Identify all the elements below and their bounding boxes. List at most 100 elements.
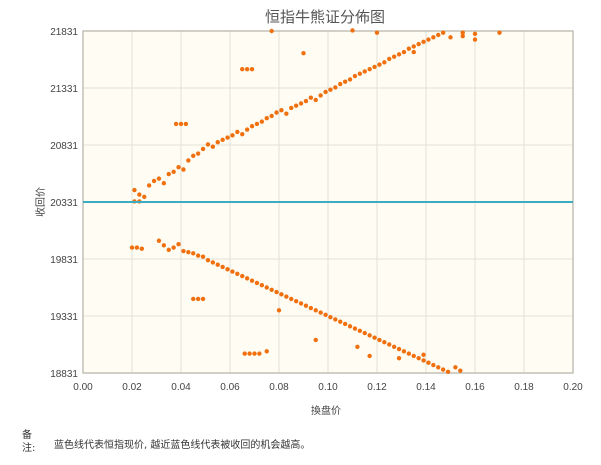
data-point xyxy=(293,103,299,108)
x-tick-label: 0.18 xyxy=(514,382,534,393)
data-point xyxy=(230,269,235,274)
data-point xyxy=(235,129,240,135)
data-point xyxy=(338,81,343,87)
data-point xyxy=(242,351,247,356)
data-point xyxy=(205,142,211,147)
data-point xyxy=(338,319,343,324)
data-point xyxy=(166,247,171,253)
data-point xyxy=(342,79,348,84)
y-tick-labels: 18831 19331 19831 20331 20831 21331 21831 xyxy=(50,27,78,380)
data-point xyxy=(411,49,416,55)
x-tick-label: 0.20 xyxy=(563,382,583,393)
data-point xyxy=(240,131,245,137)
data-point xyxy=(210,260,216,265)
data-point xyxy=(293,298,299,304)
data-point xyxy=(421,358,426,363)
data-point xyxy=(220,137,225,143)
data-point xyxy=(249,278,255,283)
data-point xyxy=(406,351,412,356)
data-point xyxy=(426,37,431,42)
data-point xyxy=(298,101,304,106)
data-point xyxy=(303,98,309,104)
data-point xyxy=(252,351,257,356)
scatter-points xyxy=(129,28,502,375)
data-point xyxy=(298,301,304,306)
data-point xyxy=(416,41,421,47)
data-point xyxy=(176,241,181,247)
data-point xyxy=(186,249,191,255)
data-point xyxy=(259,119,265,124)
data-point xyxy=(191,296,196,302)
data-point xyxy=(448,35,453,40)
data-point xyxy=(421,352,426,357)
data-point xyxy=(460,33,465,39)
x-tick-label: 0.10 xyxy=(318,382,338,393)
y-axis-label: 收回价 xyxy=(34,187,47,217)
data-point xyxy=(284,111,289,116)
data-point xyxy=(382,60,387,65)
data-point xyxy=(244,276,250,281)
chart-title: 恒指牛熊证分佈图 xyxy=(265,8,385,26)
data-point xyxy=(191,153,196,159)
data-point xyxy=(257,351,262,356)
data-point xyxy=(210,144,216,149)
data-point xyxy=(352,73,358,79)
data-point xyxy=(453,365,458,370)
data-point xyxy=(313,337,318,343)
data-point xyxy=(134,245,140,250)
data-point xyxy=(191,251,196,256)
data-point xyxy=(347,77,353,82)
data-point xyxy=(374,30,380,35)
data-point xyxy=(313,308,318,313)
data-point xyxy=(195,253,201,258)
data-point xyxy=(460,30,465,35)
data-point xyxy=(416,355,421,361)
data-point xyxy=(269,28,274,34)
x-tick-label: 0.02 xyxy=(122,382,142,393)
data-point xyxy=(421,39,426,45)
data-point xyxy=(146,183,152,188)
data-point xyxy=(411,353,416,359)
data-point xyxy=(431,362,436,368)
data-point xyxy=(200,254,206,259)
data-point xyxy=(225,135,230,140)
data-point xyxy=(274,110,279,115)
data-point xyxy=(436,365,441,370)
data-point xyxy=(387,342,392,347)
data-point xyxy=(264,116,269,121)
data-point xyxy=(445,369,451,375)
y-tick-label: 19331 xyxy=(50,312,78,323)
data-point xyxy=(173,121,179,127)
x-tick-label: 0.00 xyxy=(73,382,93,393)
y-tick-label: 21331 xyxy=(50,84,78,95)
data-point xyxy=(166,171,171,177)
data-point xyxy=(497,30,502,35)
x-tick-label: 0.06 xyxy=(220,382,240,393)
data-point xyxy=(200,296,206,302)
data-point xyxy=(240,66,245,72)
data-point xyxy=(230,133,235,138)
data-point xyxy=(328,87,333,92)
data-point xyxy=(396,346,402,352)
x-tick-labels: 0.00 0.02 0.04 0.06 0.08 0.10 0.12 0.14 0.16 0.18… xyxy=(73,382,583,393)
data-point xyxy=(176,165,181,170)
data-point xyxy=(377,62,382,67)
data-point xyxy=(139,246,144,251)
x-tick-label: 0.12 xyxy=(367,382,387,393)
data-point xyxy=(284,294,289,299)
data-point xyxy=(249,123,255,129)
data-point xyxy=(318,93,323,98)
data-point xyxy=(333,317,338,322)
data-point xyxy=(426,360,431,365)
data-point xyxy=(308,305,314,311)
data-point xyxy=(303,303,309,308)
data-point xyxy=(357,328,363,334)
data-point xyxy=(235,271,240,277)
data-point xyxy=(183,121,189,127)
data-point xyxy=(276,308,282,313)
data-point xyxy=(301,51,306,56)
footnote-text: 蓝色线代表恒指现价, 越近蓝色线代表被收回的机会越高。 xyxy=(54,440,311,451)
data-point xyxy=(132,187,137,193)
data-point xyxy=(472,37,478,42)
